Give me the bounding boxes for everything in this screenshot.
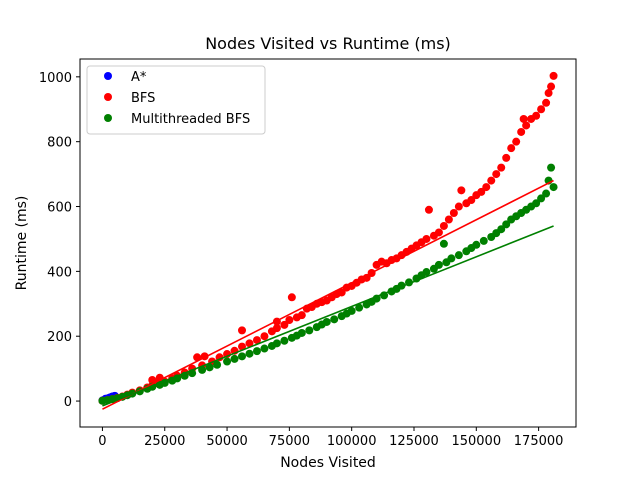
legend: A* BFS Multithreaded BFS [86,65,266,135]
multithreaded-bfs-point [223,357,232,366]
multithreaded-bfs-point [230,354,239,363]
bfs-point [424,205,433,214]
a-legend-marker [104,72,112,80]
x-tick-label: 125000 [389,434,439,449]
bfs-point [512,137,521,146]
bfs-point [422,234,431,243]
bfs-point [449,209,458,218]
bfs-point [434,228,443,237]
multithreaded-bfs-point [205,363,214,372]
bfs-point [238,326,247,335]
multithreaded-bfs-point [454,251,463,260]
bfs-point [497,163,506,172]
multithreaded-bfs-point [547,163,556,172]
multithreaded-bfs-point [439,239,448,248]
multithreaded-bfs-point [280,336,289,345]
bfs-point [245,339,254,348]
x-tick-label: 175000 [514,434,564,449]
multithreaded-bfs-point [245,349,254,358]
bfs-point [502,153,511,162]
multithreaded-bfs-point [252,347,261,356]
multithreaded-bfs-point [497,225,506,234]
bfs-point [547,82,556,91]
bfs-point [537,105,546,114]
multithreaded-bfs-point [238,352,247,361]
trend-line [102,179,554,410]
bfs-point [542,98,551,107]
x-tick-label: 0 [98,434,106,449]
bfs-point [444,215,453,224]
bfs-point [467,196,476,205]
bfs-point [522,121,531,130]
y-tick-label: 1000 [39,71,72,86]
multithreaded-bfs-point [537,194,546,203]
bfs-point [532,111,541,120]
multithreaded-bfs-point [305,326,314,335]
multithreaded-bfs-point [198,365,207,374]
y-tick-label: 200 [47,330,72,345]
chart-title: Nodes Visited vs Runtime (ms) [205,34,451,53]
multithreaded-bfs-point [502,220,511,229]
multithreaded-bfs-point [213,360,222,369]
a-legend-label: A* [131,70,147,85]
bfs-point [492,170,501,179]
multithreaded-bfs-point [272,339,281,348]
x-tick-label: 150000 [451,434,501,449]
y-tick-label: 800 [47,136,72,151]
plot-area: 0 25000 50000 75000 100000 125000 150000 175000… [39,58,577,449]
multithreaded-bfs-point [322,317,331,326]
bfs-point [252,336,261,345]
multithreaded-bfs-point [532,199,541,208]
plot-frame [79,58,577,428]
bfs-point [337,288,346,297]
y-tick-label: 0 [64,395,72,410]
multithreaded-bfs-point [447,254,456,263]
multithreaded-bfs-point [355,303,364,312]
multithreaded-bfs-point [479,236,488,245]
bfs-point [280,320,289,329]
y-axis-label: Runtime (ms) [14,196,30,291]
legend-box [86,65,266,135]
multithreaded-bfs-point [260,344,269,353]
bfs-point [454,202,463,211]
bfs-point [517,127,526,136]
bfs-point [260,332,269,341]
bfs-point [549,71,558,80]
bfs-point [477,187,486,196]
bfs-point [487,176,496,185]
multithreaded-bfs-point [549,183,558,192]
multithreaded-bfs-point [422,268,431,277]
multithreaded-bfs-point [330,315,339,324]
bfs-point [507,144,516,153]
bfs-legend-label: BFS [131,91,155,106]
multithreaded-bfs-legend-marker [104,114,112,122]
multithreaded-bfs-point [347,306,356,315]
bfs-point [272,324,281,333]
multithreaded-bfs-point [542,189,551,198]
x-tick-label: 100000 [327,434,377,449]
x-axis-label: Nodes Visited [280,455,376,471]
y-tick-label: 600 [47,201,72,216]
x-tick-label: 25000 [144,434,185,449]
bfs-point [285,316,294,325]
bfs-point [519,114,528,123]
bfs-legend-marker [104,93,112,101]
bfs-point [287,293,296,302]
trend-line [102,225,554,407]
x-tick-label: 50000 [206,434,247,449]
multithreaded-bfs-legend-label: Multithreaded BFS [131,112,250,127]
multithreaded-bfs-point [297,328,306,337]
bfs-point [457,186,466,195]
bfs-point [439,221,448,230]
bfs-point [297,311,306,320]
y-tick-label: 400 [47,265,72,280]
multithreaded-bfs-point [434,260,443,269]
bfs-point [544,89,553,98]
x-tick-label: 75000 [269,434,310,449]
bfs-point [238,342,247,351]
multithreaded-bfs-point [472,240,481,249]
bfs-point [482,183,491,192]
